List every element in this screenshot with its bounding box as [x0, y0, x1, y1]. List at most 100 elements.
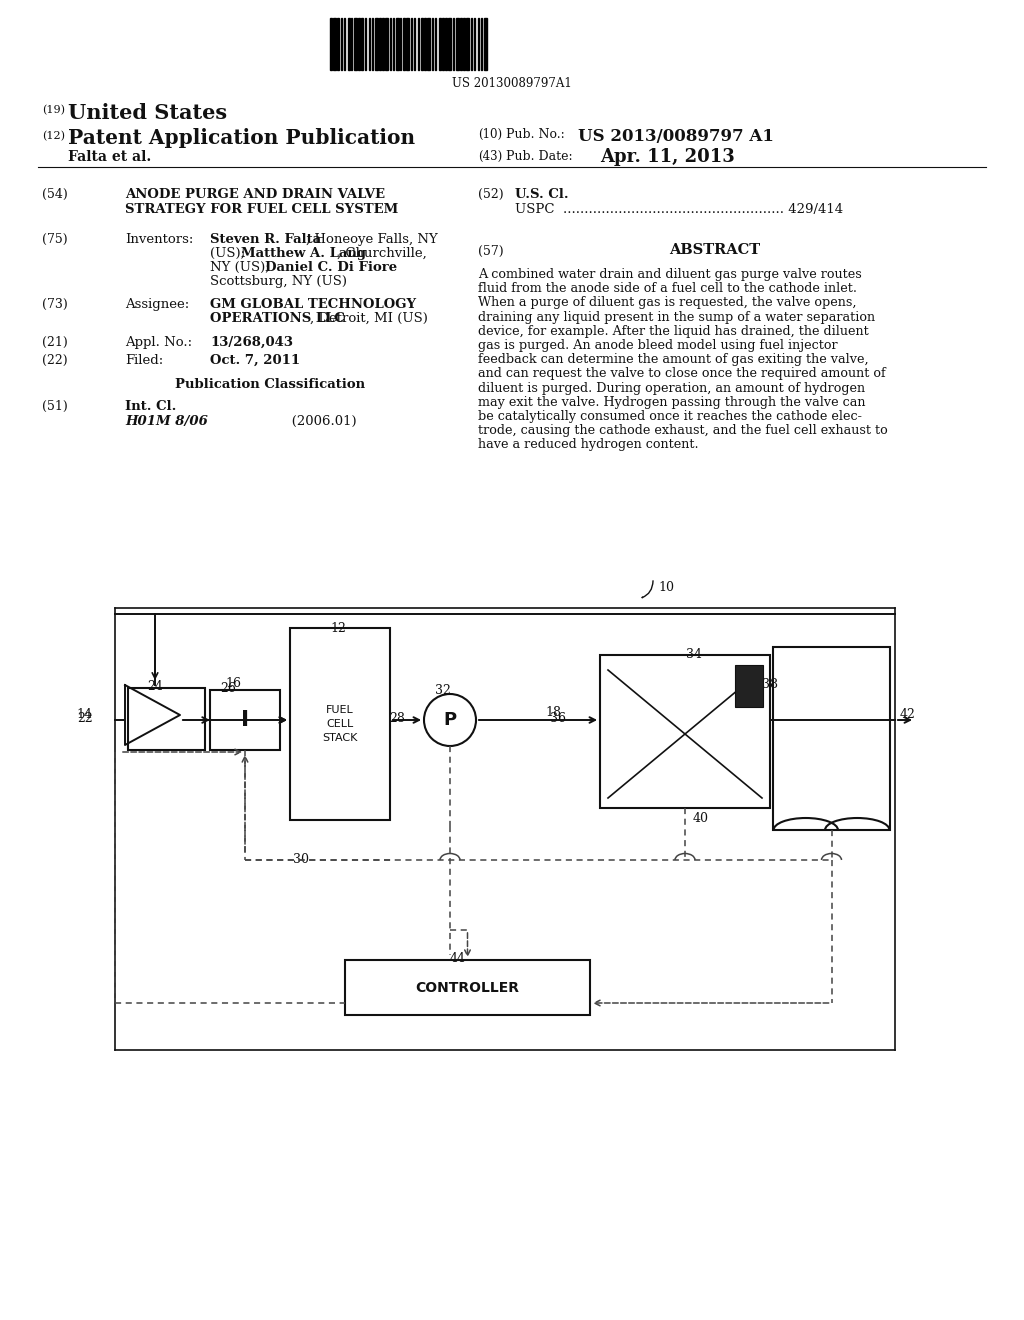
Bar	[773, 647, 890, 830]
Bar	[442, 18, 444, 70]
Polygon shape	[125, 685, 180, 744]
Text: Publication Classification: Publication Classification	[175, 378, 366, 391]
Text: When a purge of diluent gas is requested, the valve opens,: When a purge of diluent gas is requested…	[478, 297, 856, 309]
Bar	[735, 665, 763, 708]
Bar	[427, 18, 430, 70]
Bar	[330, 18, 332, 70]
Text: (22): (22)	[42, 354, 68, 367]
Text: trode, causing the cathode exhaust, and the fuel cell exhaust to: trode, causing the cathode exhaust, and …	[478, 424, 888, 437]
Text: STRATEGY FOR FUEL CELL SYSTEM: STRATEGY FOR FUEL CELL SYSTEM	[125, 203, 398, 216]
Text: Apr. 11, 2013: Apr. 11, 2013	[600, 148, 735, 166]
Bar	[396, 18, 399, 70]
Text: 10: 10	[658, 581, 674, 594]
Text: device, for example. After the liquid has drained, the diluent: device, for example. After the liquid ha…	[478, 325, 868, 338]
Text: 13/268,043: 13/268,043	[210, 337, 293, 348]
Text: OPERATIONS LLC: OPERATIONS LLC	[210, 312, 345, 325]
Text: 36: 36	[550, 711, 566, 725]
Text: Scottsburg, NY (US): Scottsburg, NY (US)	[210, 275, 347, 288]
Text: Assignee:: Assignee:	[125, 298, 189, 312]
Text: (54): (54)	[42, 187, 68, 201]
Text: Steven R. Falta: Steven R. Falta	[210, 234, 322, 246]
Text: draining any liquid present in the sump of a water separation: draining any liquid present in the sump …	[478, 310, 876, 323]
Text: 18: 18	[545, 706, 561, 719]
Text: Int. Cl.: Int. Cl.	[125, 400, 176, 413]
Bar	[354, 18, 357, 70]
Text: Inventors:: Inventors:	[125, 234, 194, 246]
Bar	[337, 18, 339, 70]
Text: FUEL
CELL
STACK: FUEL CELL STACK	[323, 705, 357, 743]
Text: feedback can determine the amount of gas exiting the valve,: feedback can determine the amount of gas…	[478, 354, 868, 366]
Text: 26: 26	[220, 682, 236, 696]
Text: (10): (10)	[478, 128, 502, 141]
Text: P: P	[443, 711, 457, 729]
Bar	[466, 18, 469, 70]
Text: US 2013/0089797 A1: US 2013/0089797 A1	[578, 128, 774, 145]
Text: 28: 28	[389, 711, 406, 725]
Bar	[333, 18, 336, 70]
Text: GM GLOBAL TECHNOLOGY: GM GLOBAL TECHNOLOGY	[210, 298, 416, 312]
Text: , Churchville,: , Churchville,	[337, 247, 427, 260]
Bar	[210, 690, 280, 750]
Text: (51): (51)	[42, 400, 68, 413]
Text: 40: 40	[693, 812, 709, 825]
Bar	[361, 18, 362, 70]
Text: (57): (57)	[478, 246, 504, 257]
Text: US 20130089797A1: US 20130089797A1	[453, 77, 571, 90]
Bar	[379, 18, 381, 70]
Bar	[385, 18, 388, 70]
Text: , Honeoye Falls, NY: , Honeoye Falls, NY	[306, 234, 437, 246]
Text: Oct. 7, 2011: Oct. 7, 2011	[210, 354, 300, 367]
Text: 34: 34	[686, 648, 702, 661]
Text: 22: 22	[77, 713, 93, 726]
Text: be catalytically consumed once it reaches the cathode elec-: be catalytically consumed once it reache…	[478, 411, 862, 422]
Bar	[445, 18, 447, 70]
Text: 38: 38	[762, 678, 778, 690]
Text: CONTROLLER: CONTROLLER	[416, 981, 519, 994]
Text: (21): (21)	[42, 337, 68, 348]
Text: and can request the valve to close once the required amount of: and can request the valve to close once …	[478, 367, 886, 380]
Bar	[449, 18, 451, 70]
Bar	[403, 18, 406, 70]
Bar	[456, 18, 459, 70]
FancyArrowPatch shape	[642, 581, 653, 598]
Text: Pub. Date:: Pub. Date:	[506, 150, 572, 162]
Bar	[345, 960, 590, 1015]
Text: (75): (75)	[42, 234, 68, 246]
Text: Matthew A. Lang: Matthew A. Lang	[241, 247, 366, 260]
Text: 24: 24	[147, 680, 163, 693]
Text: fluid from the anode side of a fuel cell to the cathode inlet.: fluid from the anode side of a fuel cell…	[478, 282, 857, 296]
Text: (US);: (US);	[210, 247, 250, 260]
Bar	[348, 18, 350, 70]
Text: 44: 44	[450, 952, 466, 965]
Text: diluent is purged. During operation, an amount of hydrogen: diluent is purged. During operation, an …	[478, 381, 865, 395]
Bar	[375, 18, 378, 70]
Text: I: I	[241, 710, 249, 730]
Text: Patent Application Publication: Patent Application Publication	[68, 128, 415, 148]
Bar	[128, 688, 205, 750]
Bar	[290, 628, 390, 820]
Text: 12: 12	[330, 622, 346, 635]
Text: NY (US);: NY (US);	[210, 261, 274, 275]
Text: U.S. Cl.: U.S. Cl.	[515, 187, 568, 201]
Text: Appl. No.:: Appl. No.:	[125, 337, 193, 348]
Bar	[406, 18, 409, 70]
Text: 42: 42	[900, 709, 915, 722]
Text: may exit the valve. Hydrogen passing through the valve can: may exit the valve. Hydrogen passing thr…	[478, 396, 865, 409]
Text: United States: United States	[68, 103, 227, 123]
Text: have a reduced hydrogen content.: have a reduced hydrogen content.	[478, 438, 698, 451]
Text: (73): (73)	[42, 298, 68, 312]
Bar	[382, 18, 384, 70]
Text: (12): (12)	[42, 131, 65, 141]
Bar	[358, 18, 360, 70]
Text: 32: 32	[435, 684, 451, 697]
Text: (52): (52)	[478, 187, 504, 201]
Text: 16: 16	[225, 677, 241, 690]
Text: Filed:: Filed:	[125, 354, 163, 367]
Text: Pub. No.:: Pub. No.:	[506, 128, 565, 141]
Text: ABSTRACT: ABSTRACT	[670, 243, 761, 257]
Text: USPC  .................................................... 429/414: USPC ...................................…	[515, 203, 843, 216]
Bar	[600, 655, 770, 808]
Bar	[463, 18, 465, 70]
Text: ANODE PURGE AND DRAIN VALVE: ANODE PURGE AND DRAIN VALVE	[125, 187, 385, 201]
Text: (19): (19)	[42, 106, 65, 115]
